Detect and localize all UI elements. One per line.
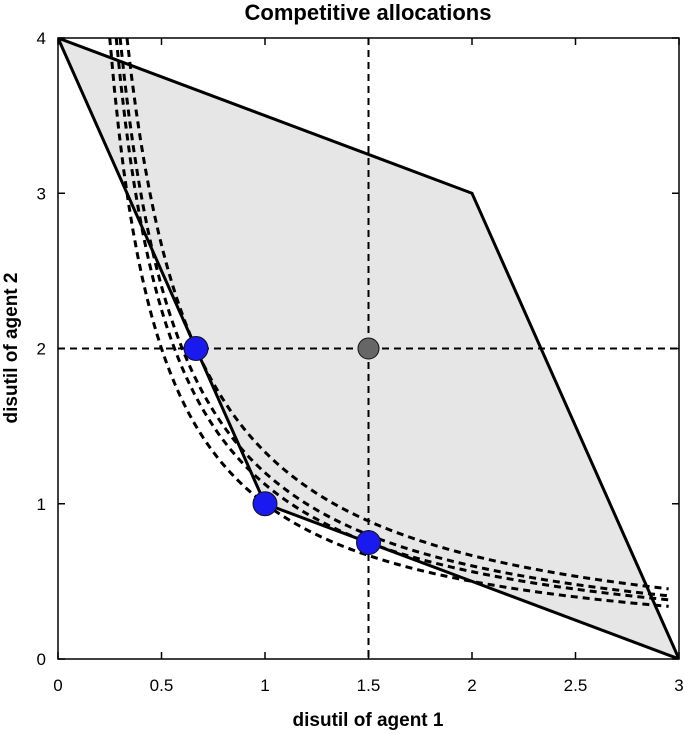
y-tick-label: 4 — [37, 29, 46, 48]
x-tick-label: 2 — [467, 676, 476, 695]
x-tick-label: 2.5 — [564, 676, 588, 695]
y-tick-label: 3 — [37, 184, 46, 203]
x-tick-label: 0 — [53, 676, 62, 695]
x-tick-label: 3 — [674, 676, 683, 695]
x-axis-label: disutil of agent 1 — [293, 710, 444, 731]
x-tick-label: 1 — [260, 676, 269, 695]
data-point-3 — [356, 530, 381, 556]
y-axis-label: disutil of agent 2 — [1, 273, 22, 424]
indifference-curve-3 — [114, 38, 669, 602]
data-point-4 — [357, 337, 380, 360]
y-tick-label: 2 — [37, 340, 46, 359]
indifference-curve-2 — [118, 38, 669, 598]
chart-title: Competitive allocations — [245, 0, 492, 25]
x-tick-label: 1.5 — [357, 676, 381, 695]
indifference-curve-4 — [108, 38, 669, 608]
data-point-2 — [252, 491, 278, 517]
data-point-1 — [183, 336, 209, 361]
x-tick-label: 0.5 — [150, 676, 174, 695]
y-tick-label: 0 — [37, 650, 46, 669]
y-tick-label: 1 — [37, 495, 46, 514]
indifference-curve-1 — [125, 38, 669, 591]
